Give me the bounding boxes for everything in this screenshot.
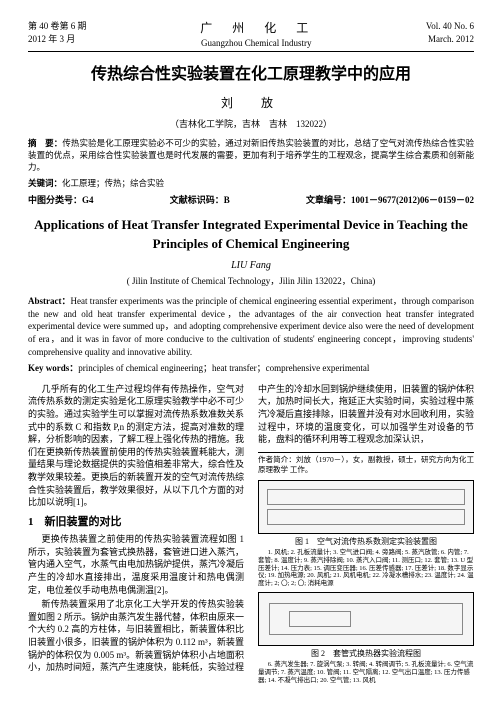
vol-issue-cn: 第 40 卷第 6 期: [28, 20, 87, 33]
journal-name-en: Guangzhou Chemical Industry: [87, 37, 426, 50]
affiliation-en: ( Jilin Institute of Chemical Technology…: [28, 275, 474, 288]
abstract-cn: 摘 要：传热实验是化工原理实验必不可少的实验，通过对新旧传热实验装置的对比，总结…: [28, 138, 474, 174]
figure-2-legend: 6. 蒸汽发生器; 7. 旋涡气泵; 3. 转阀; 4. 转阀调节; 5. 孔板…: [258, 661, 474, 684]
author-cn: 刘 放: [28, 95, 474, 112]
figure-2: [258, 592, 474, 646]
vol-en: Vol. 40 No. 6: [426, 20, 474, 33]
date-cn: 2012 年 3 月: [28, 33, 87, 46]
keywords-cn: 关键词：化工原理；传热；综合实验: [28, 178, 474, 190]
author-en: LIU Fang: [28, 259, 474, 273]
classification-row: 中图分类号：G4 文献标识码：B 文章编号：1001－9677(2012)06－…: [28, 194, 474, 207]
figure-1-legend: 1. 风机; 2. 孔板流量计; 3. 空气进口阀; 4. 旁路阀; 5. 蒸汽…: [258, 549, 474, 588]
journal-name-cn: 广 州 化 工: [87, 20, 426, 37]
keywords-en-text: principles of chemical engineering；heat …: [78, 363, 369, 373]
figure-1: [258, 480, 474, 534]
section-1-head: 1 新旧装置的对比: [28, 515, 244, 530]
title-cn: 传热综合性实验装置在化工原理教学中的应用: [28, 64, 474, 86]
keywords-cn-label: 关键词：: [28, 178, 62, 188]
doc-code: 文献标识码：B: [170, 194, 230, 207]
intro-para: 几乎所有的化工生产过程均伴有传热操作，空气对流传热系数的测定实验是化工原理实验教…: [28, 383, 244, 509]
abstract-cn-label: 摘 要：: [28, 138, 62, 148]
author-bio: 作者简介：刘放（1970－），女，副教授，硕士，研究方向为化工原理教学 工作。: [258, 452, 474, 476]
body-columns: 几乎所有的化工生产过程均伴有传热操作，空气对流传热系数的测定实验是化工原理实验教…: [28, 383, 474, 685]
keywords-cn-text: 化工原理；传热；综合实验: [62, 178, 164, 188]
figure-1-caption: 图 1 空气对流传热系数测定实验装置图: [258, 536, 474, 547]
abstract-en-text: Heat transfer experiments was the princi…: [28, 296, 474, 356]
abstract-en-label: Abstract：: [28, 296, 71, 306]
abstract-en: Abstract：Heat transfer experiments was t…: [28, 295, 474, 358]
journal-header: 第 40 卷第 6 期 2012 年 3 月 广 州 化 工 Guangzhou…: [28, 20, 474, 52]
section-1-p1: 更换传热装置之前使用的传热实验装置流程如图 1 所示，实验装置为套管式换热器，套…: [28, 533, 244, 596]
figure-2-caption: 图 2 套管式换热器实验流程图: [258, 648, 474, 659]
date-en: March. 2012: [426, 33, 474, 46]
article-no: 文章编号：1001－9677(2012)06－0159－02: [306, 194, 474, 207]
abstract-cn-text: 传热实验是化工原理实验必不可少的实验，通过对新旧传热实验装置的对比，总结了空气对…: [28, 138, 474, 172]
title-en: Applications of Heat Transfer Integrated…: [28, 216, 474, 252]
keywords-en-label: Key words：: [28, 363, 78, 373]
keywords-en: Key words：principles of chemical enginee…: [28, 362, 474, 375]
clc-code: 中图分类号：G4: [28, 194, 94, 207]
affiliation-cn: （吉林化工学院，吉林 吉林 132022）: [28, 118, 474, 131]
